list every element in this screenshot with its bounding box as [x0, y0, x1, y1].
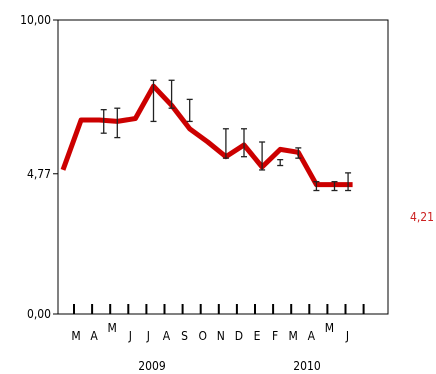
y-tick-label: 4,77: [27, 167, 51, 181]
x-tick-label: A: [90, 329, 98, 343]
error-bars: [100, 79, 352, 192]
x-tick-label: A: [163, 329, 171, 343]
x-tick-label: A: [308, 329, 316, 343]
error-bar: [241, 128, 247, 158]
error-bar: [313, 181, 320, 192]
x-tick-label: N: [217, 329, 225, 343]
error-bar: [331, 181, 338, 192]
y-tick-label: 10,00: [20, 13, 51, 27]
x-tick-label: F: [272, 329, 278, 343]
error-bar: [100, 109, 107, 134]
x-tick-label: J: [128, 329, 132, 343]
error-bar: [114, 107, 121, 139]
year-label-2009: 2009: [138, 359, 166, 373]
x-tick-label: M: [108, 321, 117, 335]
end-value-label: 4,21: [410, 210, 434, 224]
x-tick-label: O: [198, 329, 207, 343]
x-tick-label: M: [289, 329, 298, 343]
error-bar: [150, 79, 157, 123]
x-axis-ticks: [73, 304, 365, 314]
error-bar: [168, 79, 175, 109]
error-bar: [259, 141, 266, 171]
series-line: [60, 83, 353, 188]
error-bar: [277, 158, 284, 167]
x-tick-label: J: [345, 329, 349, 343]
plot-area-frame: [57, 19, 389, 315]
x-tick-label: M: [325, 321, 334, 335]
x-tick-label: S: [181, 329, 188, 343]
x-tick-label: D: [235, 329, 243, 343]
x-tick-label: M: [71, 329, 80, 343]
y-tick-label: 0,00: [27, 307, 51, 321]
x-tick-label: E: [254, 329, 261, 343]
error-bar: [186, 98, 193, 123]
error-bar: [222, 128, 229, 159]
x-tick-label: J: [146, 329, 150, 343]
x-axis-month-labels: M AMJ J A S O N D E F M AMJ: [71, 321, 349, 343]
year-label-2010: 2010: [293, 359, 321, 373]
y-axis-labels: 10,00 4,77 0,00: [20, 13, 58, 321]
error-bar: [295, 147, 302, 159]
error-bar: [345, 172, 352, 192]
